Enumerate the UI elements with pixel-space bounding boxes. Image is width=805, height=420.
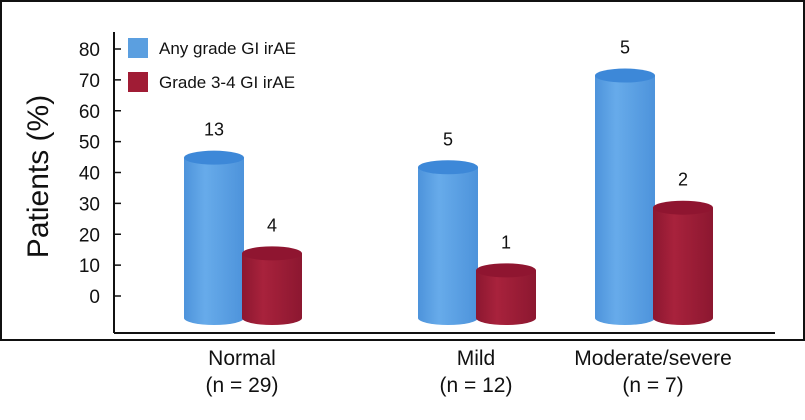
y-tick-label: 30 — [79, 194, 100, 215]
bar-1-1 — [476, 270, 536, 325]
bar-0-1 — [418, 167, 478, 325]
y-tick-label: 80 — [79, 40, 100, 61]
data-label: 5 — [620, 38, 630, 58]
legend: Any grade GI irAE Grade 3-4 GI irAE — [128, 38, 296, 92]
bar-top-1-0 — [242, 246, 302, 261]
category-label: (n = 12) — [440, 374, 513, 397]
legend-swatch — [128, 72, 148, 92]
data-label: 1 — [501, 232, 511, 252]
bar-top-1-1 — [476, 263, 536, 278]
y-tick-label: 0 — [89, 287, 100, 308]
bars — [184, 68, 713, 326]
data-label: 4 — [267, 215, 277, 235]
bar-top-0-1 — [418, 160, 478, 175]
data-label: 2 — [678, 170, 688, 190]
y-tick-label: 70 — [79, 71, 100, 92]
y-tick-label: 60 — [79, 102, 100, 123]
bar-1-0 — [242, 253, 302, 325]
category-label: Mild — [457, 347, 496, 370]
legend-label: Any grade GI irAE — [159, 39, 296, 58]
category-label: Moderate/severe — [574, 347, 732, 370]
data-labels: 13 5 5 4 1 2 — [204, 38, 688, 253]
y-axis-label: Patients (%) — [22, 95, 55, 258]
legend-swatch — [128, 38, 148, 58]
category-label: (n = 7) — [622, 374, 683, 397]
data-label: 5 — [443, 129, 453, 149]
bar-1-2 — [653, 207, 713, 325]
bar-0-2 — [595, 75, 655, 326]
category-label: Normal — [208, 347, 276, 370]
y-tick-label: 20 — [79, 225, 100, 246]
y-tick-label: 50 — [79, 133, 100, 154]
legend-label: Grade 3-4 GI irAE — [159, 73, 295, 92]
y-tick-label: 10 — [79, 256, 100, 277]
bar-top-1-2 — [653, 200, 713, 215]
category-label: (n = 29) — [206, 374, 279, 397]
data-label: 13 — [204, 120, 224, 140]
bar-top-0-0 — [184, 150, 244, 165]
bar-0-0 — [184, 157, 244, 325]
bar-top-0-2 — [595, 68, 655, 83]
axes: 0 10 20 30 40 50 60 70 80 Patients (%) Normal (n = … — [22, 32, 775, 397]
y-tick-label: 40 — [79, 164, 100, 185]
outer-frame — [0, 0, 805, 341]
